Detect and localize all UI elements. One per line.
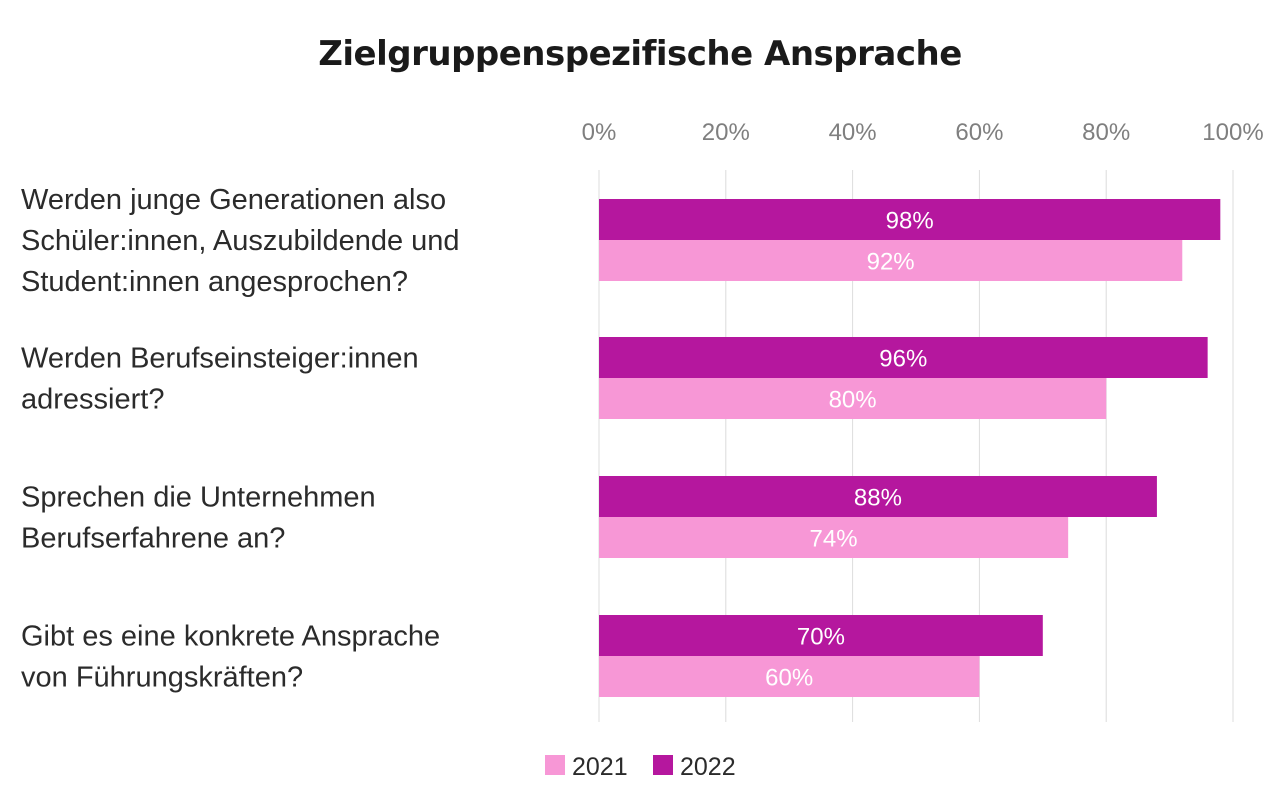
legend-label: 2022 xyxy=(680,753,736,781)
category-label: adressiert? xyxy=(21,384,164,416)
bar-value-label: 80% xyxy=(829,387,877,414)
bar xyxy=(599,476,1157,517)
bar xyxy=(599,199,1221,240)
category-label: Sprechen die Unternehmen xyxy=(21,482,376,514)
category-label: Student:innen angesprochen? xyxy=(21,266,408,298)
category-label: Gibt es eine konkrete Ansprache xyxy=(21,621,440,653)
legend-swatch xyxy=(545,755,565,775)
bar-value-label: 70% xyxy=(797,624,845,651)
category-label: Berufserfahrene an? xyxy=(21,523,285,555)
bar-value-label: 88% xyxy=(854,485,902,512)
bar xyxy=(599,517,1069,558)
bar xyxy=(599,656,980,697)
chart-title: Zielgruppenspezifische Ansprache xyxy=(318,34,962,74)
bar xyxy=(599,378,1107,419)
bar-value-label: 92% xyxy=(867,249,915,276)
bar-value-label: 98% xyxy=(886,208,934,235)
x-tick-label: 0% xyxy=(582,119,617,146)
x-tick-label: 80% xyxy=(1082,119,1130,146)
legend-swatch xyxy=(653,755,673,775)
category-label: Schüler:innen, Auszubildende und xyxy=(21,225,460,257)
x-tick-label: 40% xyxy=(829,119,877,146)
bar xyxy=(599,615,1043,656)
x-tick-label: 20% xyxy=(702,119,750,146)
category-label: Werden junge Generationen also xyxy=(21,184,446,216)
bar-value-label: 96% xyxy=(879,346,927,373)
bar-value-label: 74% xyxy=(810,526,858,553)
category-label: von Führungskräften? xyxy=(21,662,303,694)
x-tick-label: 60% xyxy=(955,119,1003,146)
x-tick-label: 100% xyxy=(1202,119,1263,146)
category-label: Werden Berufseinsteiger:innen xyxy=(21,343,419,375)
bar-value-label: 60% xyxy=(765,665,813,692)
legend-label: 2021 xyxy=(572,753,628,781)
bar xyxy=(599,337,1208,378)
bar xyxy=(599,240,1183,281)
